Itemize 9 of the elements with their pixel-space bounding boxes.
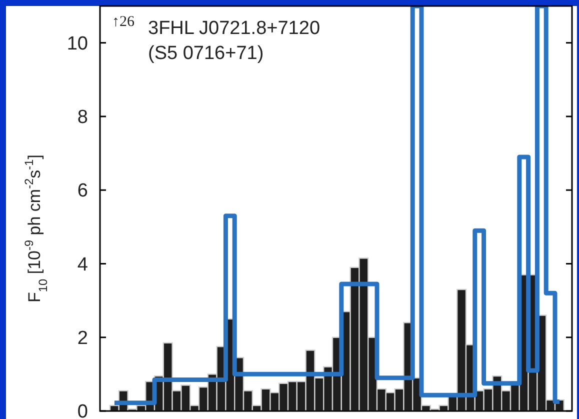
y-tick-label: 4 <box>77 254 88 276</box>
annotation: 3FHL J0721.8+7120 <box>148 18 320 39</box>
annotation: ↑26 <box>112 14 135 30</box>
y-tick-label: 10 <box>66 33 88 54</box>
annotation: (S5 0716+71) <box>148 43 264 64</box>
y-tick-label: 0 <box>77 402 88 419</box>
y-tick-label: 6 <box>77 180 88 202</box>
y-tick-label: 2 <box>77 328 88 350</box>
y-tick-label: 8 <box>77 107 88 128</box>
